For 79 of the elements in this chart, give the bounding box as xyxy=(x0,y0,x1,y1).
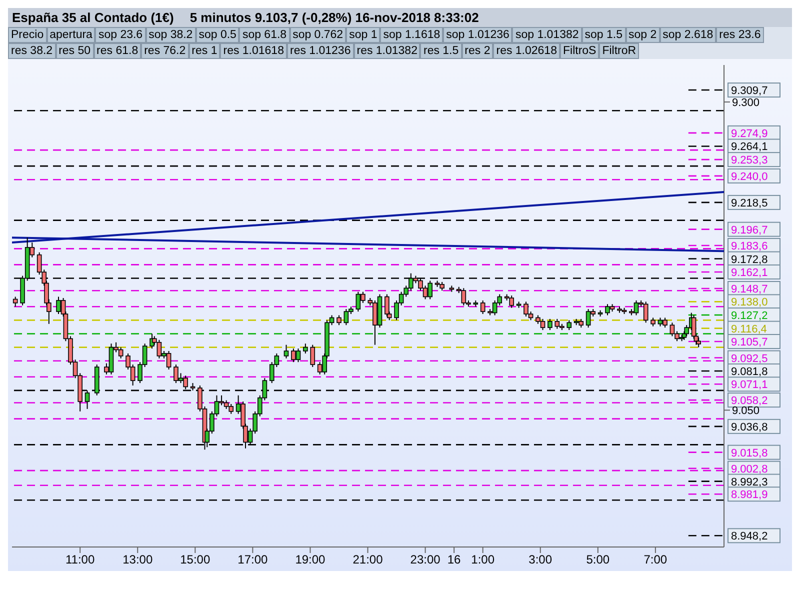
text: res 1 xyxy=(188,43,220,59)
ref-line-label: 9.002,8 xyxy=(731,463,768,476)
x-tick-label: 11:00 xyxy=(66,552,95,567)
text: res 38.2 xyxy=(8,43,56,59)
text: sop 1.5 xyxy=(582,27,626,43)
text: res 1.01382 xyxy=(354,43,420,59)
text: sop 2 xyxy=(626,27,660,43)
y-tick-label: 9.300 xyxy=(732,96,760,109)
candlestick xyxy=(310,344,316,368)
ref-line-label: 9.058,2 xyxy=(731,395,768,408)
chart-title: España 35 al Contado (1€) xyxy=(12,10,174,25)
text: sop 2.618 xyxy=(660,27,716,43)
ref-line-label: 9.309,7 xyxy=(731,85,768,98)
ref-line-label: 9.138,0 xyxy=(731,296,768,309)
ref-line-label: 8.992,3 xyxy=(731,476,768,488)
text: sop 23.6 xyxy=(95,27,146,43)
ref-line-label: 9.081,8 xyxy=(731,366,768,378)
text: res 76.2 xyxy=(141,43,189,59)
text: res 1.5 xyxy=(420,43,462,59)
ref-line-label: 9.183,6 xyxy=(731,240,768,252)
y-tick-label: 9.050 xyxy=(732,405,760,418)
x-tick-label: 1:00 xyxy=(471,552,495,567)
candlestick xyxy=(284,344,289,359)
text: res 61.8 xyxy=(94,43,142,59)
text: res 1.01236 xyxy=(286,43,354,59)
candlestick xyxy=(480,300,486,315)
text: FiltroR xyxy=(599,43,640,59)
text: res 2 xyxy=(462,43,494,59)
text: sop 61.8 xyxy=(239,27,290,43)
ref-line-label: 9.253,3 xyxy=(731,154,768,167)
ref-line-label: 9.116,4 xyxy=(731,323,767,336)
text: apertura xyxy=(46,27,96,43)
text: sop 0.762 xyxy=(290,27,346,43)
ref-line-label: 9.148,7 xyxy=(731,283,768,296)
ref-line-label: 9.127,2 xyxy=(731,310,768,322)
candlestick xyxy=(12,296,18,308)
chart-subtitle: 5 minutos 9.103,7 (-0,28%) 16-nov-2018 8:33:02 xyxy=(190,10,479,25)
ref-line-label: 8.981,9 xyxy=(731,489,768,502)
candlestick xyxy=(696,336,701,348)
ref-line-label: 9.162,1 xyxy=(731,266,768,279)
candlestick xyxy=(384,294,390,317)
candlestick xyxy=(303,343,308,354)
text: sop 0.5 xyxy=(196,27,240,43)
text: sop 38.2 xyxy=(146,27,196,43)
candlestick xyxy=(566,320,572,331)
x-tick-label: 16 xyxy=(447,552,462,567)
ref-line-label: 9.196,7 xyxy=(731,224,768,236)
x-tick-label: 3:00 xyxy=(528,552,552,567)
text: res 50 xyxy=(56,43,94,59)
x-tick-label: 7:00 xyxy=(644,552,668,567)
ref-line-label: 9.092,5 xyxy=(731,352,768,365)
ref-line-label: 9.105,7 xyxy=(731,336,768,349)
ref-line-label: 9.218,5 xyxy=(731,197,768,210)
ref-line-label: 9.036,8 xyxy=(731,421,768,434)
text: Precio xyxy=(8,27,47,43)
x-tick-label: 5:00 xyxy=(586,552,610,567)
candlestick xyxy=(548,318,552,331)
text: res 1.01618 xyxy=(220,43,287,59)
ref-line-label: 9.172,8 xyxy=(731,254,768,266)
x-tick-label: 23:00 xyxy=(410,552,441,567)
x-tick-label: 15:00 xyxy=(180,552,210,567)
ref-line-label: 9.264,1 xyxy=(731,141,768,154)
text: sop 1 xyxy=(346,27,380,43)
text: sop 1.1618 xyxy=(380,27,444,43)
x-tick-label: 21:00 xyxy=(352,552,384,567)
x-tick-label: 19:00 xyxy=(295,552,326,567)
ref-line-label: 9.274,9 xyxy=(731,128,768,140)
text: res 23.6 xyxy=(716,27,764,43)
ref-line-label: 9.240,0 xyxy=(731,170,768,183)
x-tick-label: 13:00 xyxy=(122,552,153,567)
ref-line-label: 9.015,8 xyxy=(731,447,768,460)
ref-line-label: 8.948,2 xyxy=(731,530,768,543)
ref-line-label: 9.071,1 xyxy=(731,379,768,392)
text: FiltroS xyxy=(560,43,600,59)
text: sop 1.01382 xyxy=(512,27,582,43)
x-tick-label: 17:00 xyxy=(238,552,268,567)
text: sop 1.01236 xyxy=(443,27,512,43)
text: res 1.02618 xyxy=(493,43,560,59)
candlestick xyxy=(336,314,342,326)
